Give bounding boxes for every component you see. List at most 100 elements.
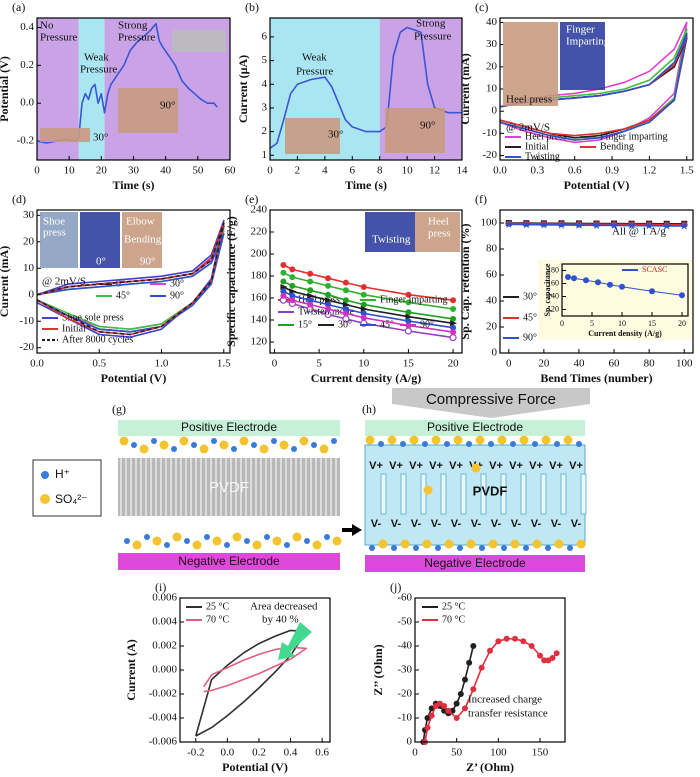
x-tick-label: 1.5 bbox=[217, 358, 231, 370]
marker bbox=[520, 638, 527, 645]
anion-label: V- bbox=[451, 518, 462, 530]
anion-label: V- bbox=[511, 518, 522, 530]
sulfate-ion bbox=[409, 435, 419, 445]
y-tick-label: 220 bbox=[251, 226, 268, 238]
y-tick-label: -30 bbox=[397, 664, 412, 676]
marker bbox=[289, 274, 296, 281]
panel-label: (d) bbox=[12, 192, 26, 206]
annotation: Pressure bbox=[40, 32, 77, 44]
legend-label: Bending bbox=[600, 141, 634, 152]
chart-panel: 0 5 10 15 20 120 140 160 180 SCASC Current density… bbox=[538, 260, 692, 340]
h-ion bbox=[400, 441, 406, 447]
annotation: Finger bbox=[566, 24, 595, 36]
series-line bbox=[283, 264, 454, 301]
legend-label: Twisted mode bbox=[298, 306, 355, 317]
x-tick-label: 0.0 bbox=[220, 747, 234, 759]
channel bbox=[380, 473, 387, 515]
x-tick-label: 1.2 bbox=[643, 165, 657, 177]
membrane-stripes bbox=[120, 458, 337, 516]
marker bbox=[289, 292, 296, 299]
x-tick-label: 15 bbox=[648, 319, 656, 328]
y-tick-label: 20 bbox=[486, 60, 498, 72]
h-ion bbox=[264, 534, 270, 540]
channel bbox=[400, 473, 407, 515]
x-tick-label: 0.4 bbox=[284, 747, 298, 759]
marker bbox=[478, 664, 485, 671]
annotation: Twisting bbox=[372, 234, 411, 246]
h-ion bbox=[523, 545, 529, 551]
y-tick-label: -0.004 bbox=[149, 712, 178, 724]
x-tick-label: 20 bbox=[678, 319, 686, 328]
sulfate-ion bbox=[272, 536, 282, 546]
h-ion bbox=[567, 545, 573, 551]
marker bbox=[512, 635, 518, 642]
h-ion bbox=[124, 538, 130, 544]
marker bbox=[607, 281, 613, 288]
series-line bbox=[36, 219, 225, 338]
marker bbox=[325, 301, 332, 308]
annotation: Strong bbox=[416, 18, 446, 30]
h-ion bbox=[479, 545, 485, 551]
h-ion bbox=[545, 545, 551, 551]
marker bbox=[441, 703, 448, 709]
y-axis-label: Z’’ (Ohm) bbox=[371, 644, 385, 695]
marker bbox=[583, 277, 589, 284]
series-line bbox=[283, 290, 454, 329]
marker bbox=[450, 297, 457, 304]
plot-frame bbox=[499, 209, 694, 354]
legend-label: Twisting bbox=[525, 151, 560, 162]
x-axis-label: Bend Times (number) bbox=[540, 371, 652, 385]
marker bbox=[504, 219, 514, 228]
h-ion-icon bbox=[41, 471, 49, 479]
marker bbox=[487, 647, 493, 654]
legend-label: Finger imparting bbox=[600, 131, 668, 142]
sulfate-ion bbox=[466, 539, 476, 549]
y-tick-label: 0.000 bbox=[152, 664, 177, 676]
h-ion bbox=[532, 441, 538, 447]
sulfate-ion bbox=[422, 539, 432, 549]
plot-frame bbox=[269, 209, 463, 354]
anion-label: V- bbox=[491, 518, 502, 530]
h-ion bbox=[466, 441, 472, 447]
x-tick-label: 10 bbox=[64, 165, 76, 177]
sulfate-ion bbox=[139, 444, 149, 454]
sulfate-ion bbox=[387, 435, 397, 445]
marker bbox=[453, 715, 460, 721]
h-ion bbox=[378, 441, 384, 447]
x-tick-label: 0 bbox=[506, 358, 512, 370]
marker bbox=[360, 284, 367, 290]
annotation: Heel bbox=[428, 216, 449, 228]
h-ion bbox=[204, 534, 210, 540]
channel bbox=[480, 473, 487, 515]
y-tick-label: 140 bbox=[547, 291, 559, 300]
annotation: Heel press bbox=[506, 94, 552, 106]
marker bbox=[405, 318, 412, 325]
sulfate-ion bbox=[576, 539, 586, 549]
sulfate-ion bbox=[541, 435, 551, 445]
h-ion bbox=[191, 442, 197, 448]
marker bbox=[450, 329, 457, 336]
h-ion bbox=[488, 441, 494, 447]
y-tick-label: -0.2 bbox=[17, 135, 34, 147]
marker bbox=[450, 306, 457, 312]
x-tick-label: 4 bbox=[322, 165, 328, 177]
panel-label: (c) bbox=[475, 0, 488, 14]
legend-label: 0° bbox=[116, 278, 125, 289]
sulfate-ion bbox=[199, 444, 209, 454]
panel-label: (f) bbox=[475, 192, 487, 206]
y-tick-label: 120 bbox=[251, 336, 268, 348]
sulfate-ion bbox=[132, 540, 142, 550]
x-tick-label: 0 bbox=[34, 165, 40, 177]
y-tick-label: 180 bbox=[251, 270, 268, 282]
x-tick-label: 0.2 bbox=[252, 747, 266, 759]
anion-label: V- bbox=[391, 518, 402, 530]
marker bbox=[280, 288, 287, 295]
annotation: @ 2mV/S bbox=[506, 122, 550, 134]
marker bbox=[470, 686, 477, 693]
x-tick-label: 0 bbox=[412, 747, 418, 759]
x-tick-label: 0.6 bbox=[315, 747, 329, 759]
x-tick-label: 8 bbox=[377, 165, 383, 177]
y-tick-label: 120 bbox=[547, 304, 559, 313]
marker bbox=[592, 220, 601, 229]
sulfate-ion bbox=[119, 436, 129, 446]
